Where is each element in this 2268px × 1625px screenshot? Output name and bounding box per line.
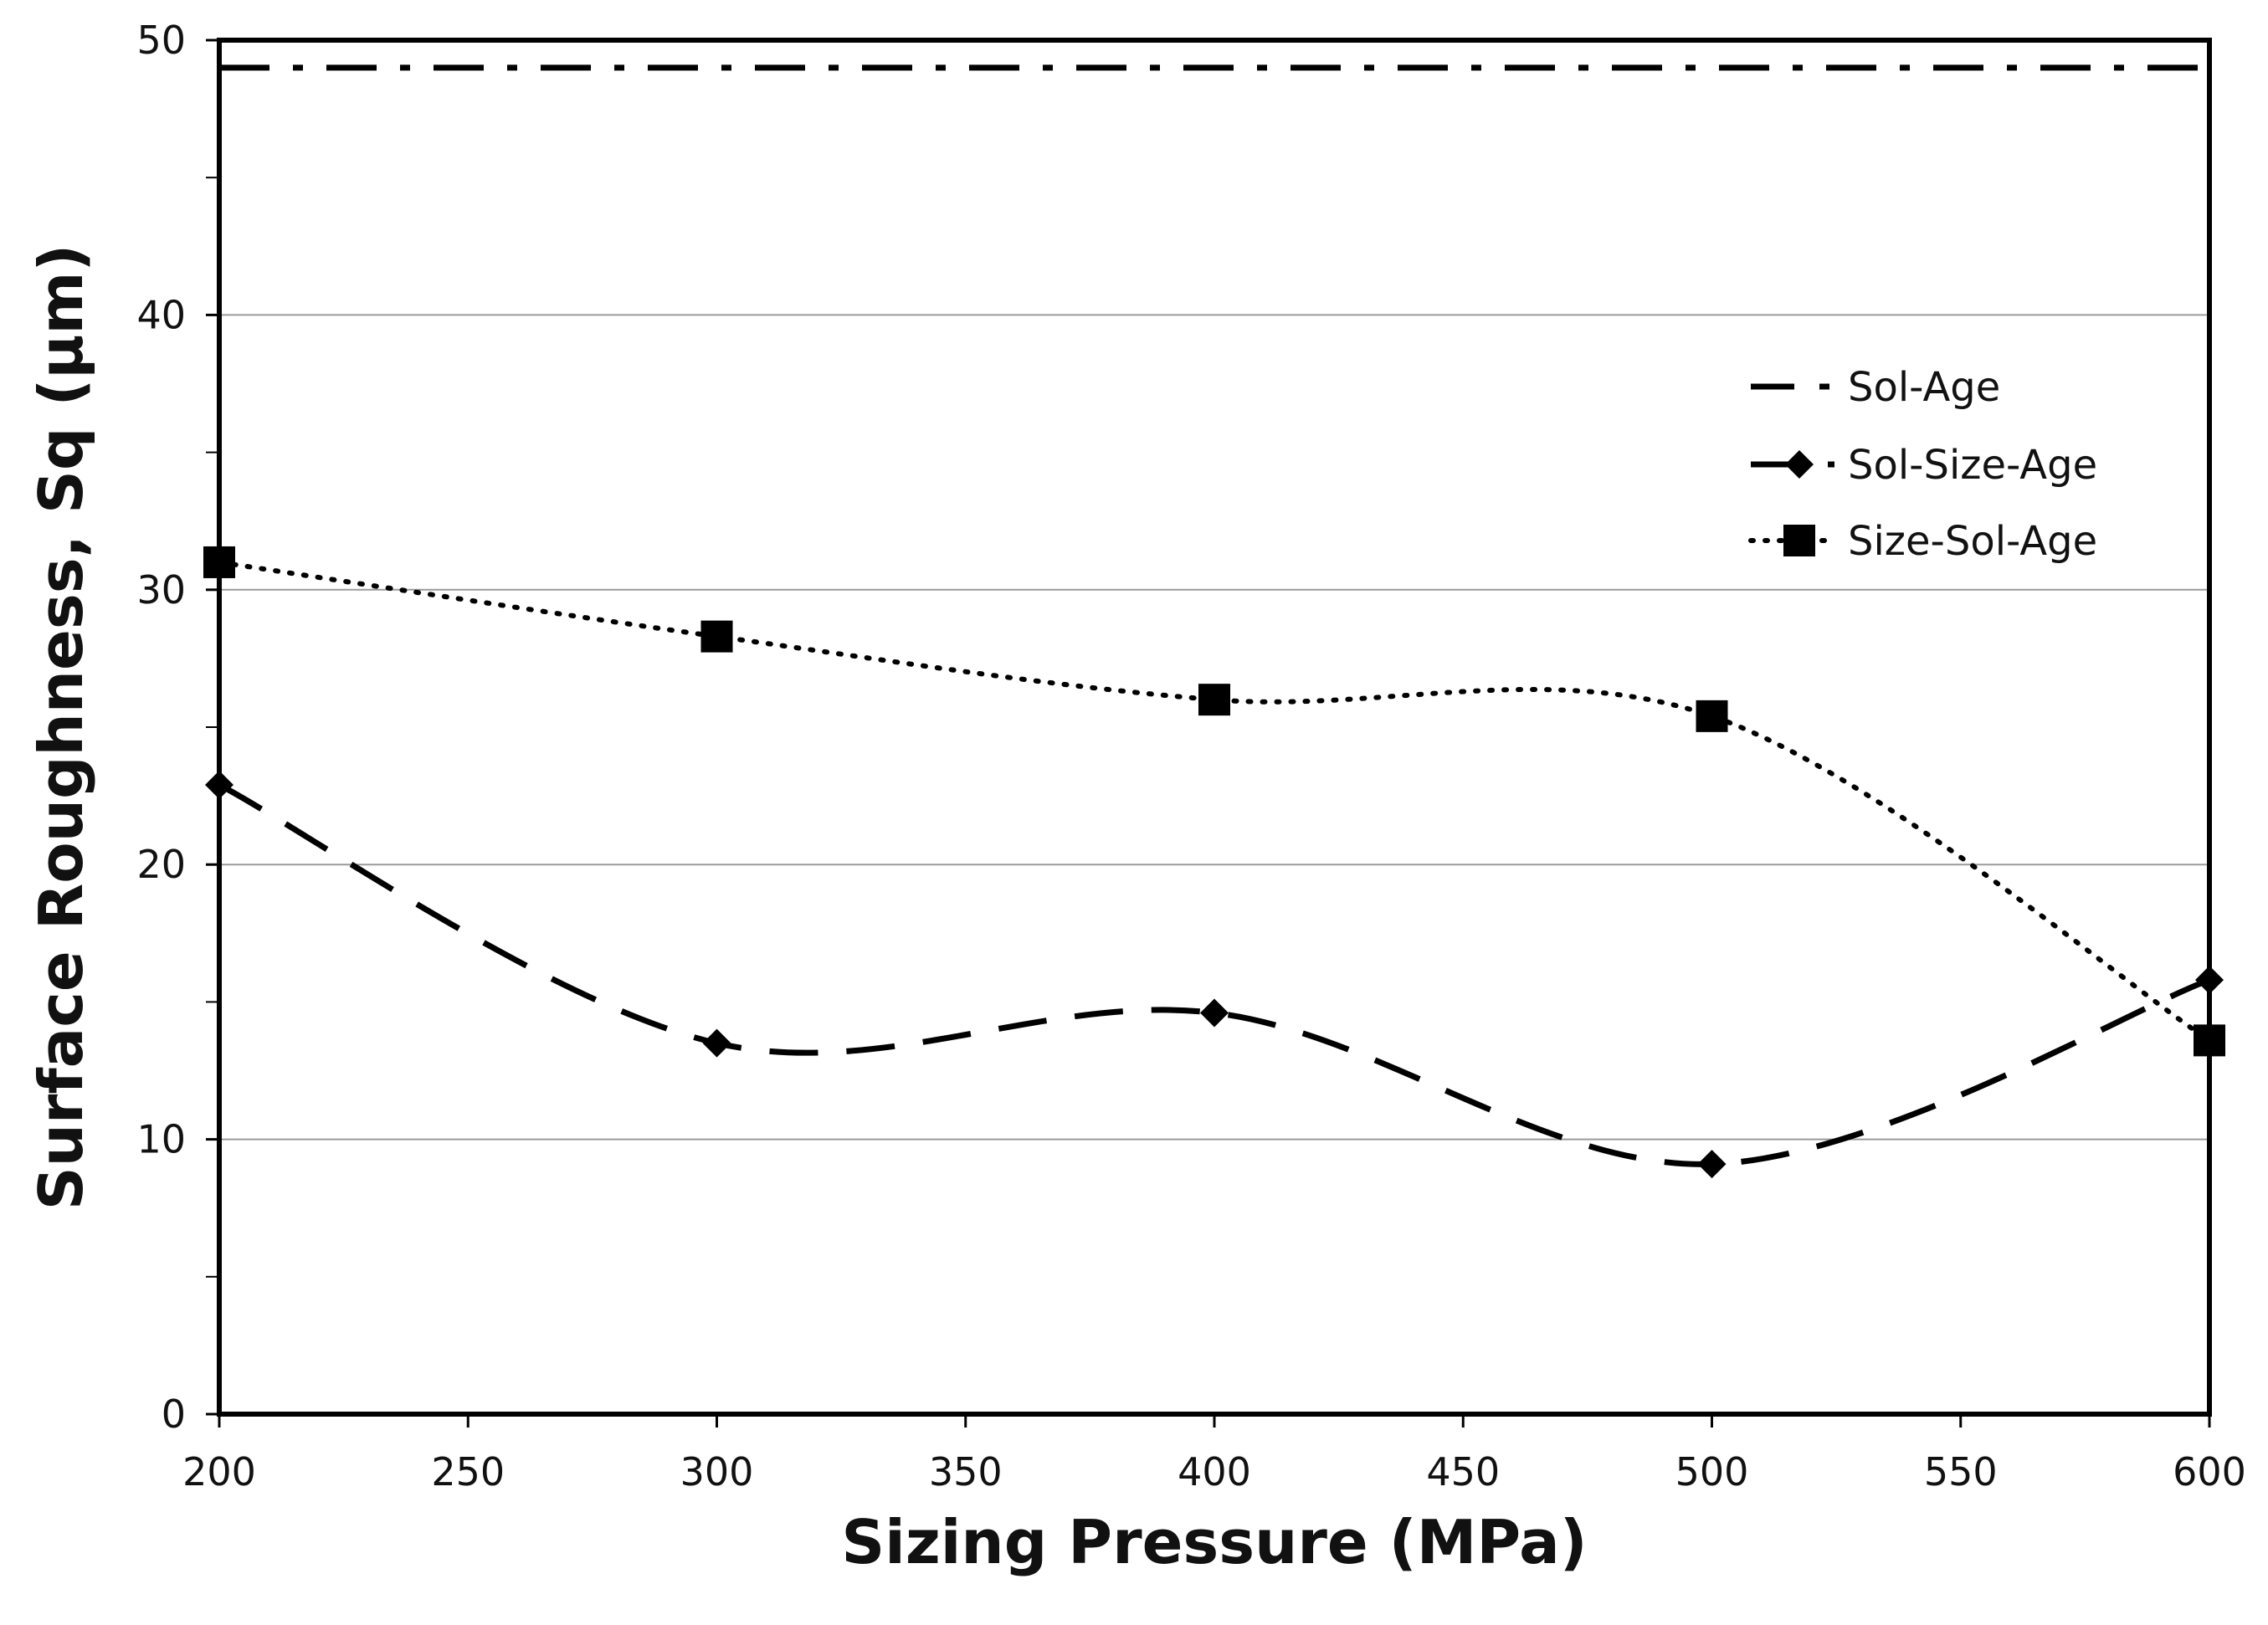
y-axis: 0 10 20 30 40 50: [136, 18, 219, 1437]
legend-item: Sol-Size-Age: [1751, 442, 2097, 489]
y-tick-label: 20: [136, 842, 186, 887]
data-point-square: [700, 620, 733, 653]
series-sol-size-age: [205, 770, 2224, 1179]
y-axis-title: Surface Roughness, Sq (µm): [26, 244, 96, 1211]
y-tick-label: 50: [136, 18, 186, 63]
y-tick-label: 40: [136, 292, 186, 337]
legend-label: Sol-Age: [1848, 364, 2000, 411]
x-axis: 200 250 300 350 400 450 500 550 600: [182, 1414, 2246, 1494]
data-point-diamond: [1200, 998, 1229, 1028]
y-tick-label: 30: [136, 567, 186, 613]
x-tick-label: 250: [431, 1449, 505, 1494]
x-tick-label: 400: [1178, 1449, 1251, 1494]
legend-item: Size-Sol-Age: [1748, 518, 2097, 565]
legend-marker-square: [1783, 525, 1815, 556]
y-tick-label: 0: [162, 1392, 186, 1437]
data-point-diamond: [702, 1028, 731, 1058]
x-tick-label: 450: [1426, 1449, 1500, 1494]
x-tick-label: 200: [182, 1449, 256, 1494]
x-tick-label: 500: [1675, 1449, 1749, 1494]
x-axis-title: Sizing Pressure (MPa): [841, 1507, 1587, 1577]
x-tick-label: 600: [2173, 1449, 2246, 1494]
data-point-square: [1198, 684, 1230, 716]
data-point-diamond: [1697, 1150, 1727, 1179]
x-tick-label: 300: [680, 1449, 754, 1494]
gridlines: [219, 314, 2209, 1141]
x-tick-label: 350: [929, 1449, 1003, 1494]
legend-marker-diamond: [1785, 450, 1814, 479]
y-tick-label: 10: [136, 1117, 186, 1162]
legend-item: Sol-Age: [1751, 364, 2000, 411]
data-point-square: [1696, 700, 1728, 732]
legend-label: Size-Sol-Age: [1848, 518, 2097, 565]
legend-label: Sol-Size-Age: [1848, 442, 2097, 489]
legend: Sol-Age Sol-Size-Age Size-Sol-Age: [1748, 364, 2097, 565]
series-layer: [203, 64, 2225, 1179]
x-tick-label: 550: [1924, 1449, 1998, 1494]
